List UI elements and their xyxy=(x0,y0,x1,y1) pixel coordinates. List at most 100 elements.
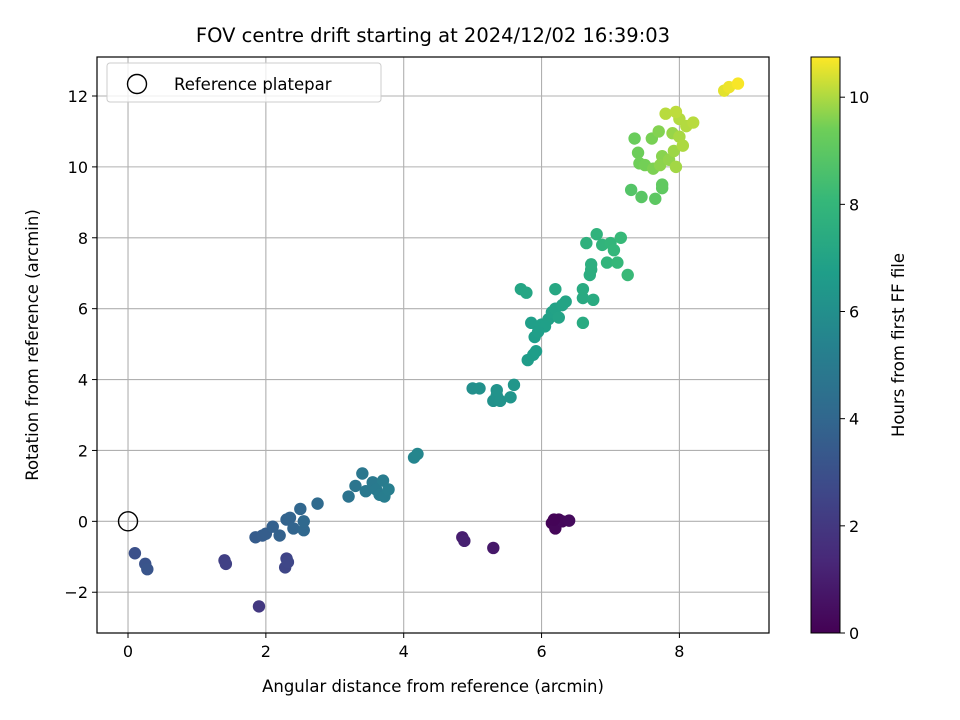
data-point xyxy=(655,178,669,191)
data-point xyxy=(529,345,543,358)
data-point xyxy=(297,524,310,537)
data-point xyxy=(576,282,590,296)
data-point xyxy=(487,541,500,555)
data-point xyxy=(686,116,700,129)
data-point xyxy=(273,529,286,542)
x-tick-label: 2 xyxy=(261,642,271,661)
x-tick-label: 4 xyxy=(399,642,409,661)
y-tick-label: 4 xyxy=(78,371,88,390)
x-tick-label: 0 xyxy=(123,642,133,661)
data-point xyxy=(342,490,355,503)
data-point xyxy=(576,291,590,305)
data-point xyxy=(458,534,471,548)
data-point xyxy=(549,282,562,296)
data-point xyxy=(676,139,690,152)
data-point xyxy=(562,514,576,527)
data-point xyxy=(600,256,614,269)
legend-label-reference: Reference platepar xyxy=(174,75,332,94)
data-point xyxy=(587,293,600,307)
x-tick-label: 8 xyxy=(674,642,684,661)
y-tick-label: 8 xyxy=(78,229,88,248)
y-tick-label: 12 xyxy=(68,87,88,106)
data-point xyxy=(287,522,300,535)
data-point xyxy=(311,497,324,510)
data-point xyxy=(659,107,672,120)
y-tick-label: 0 xyxy=(78,512,88,531)
data-point xyxy=(281,555,295,569)
y-tick-label: −2 xyxy=(64,583,88,602)
data-point xyxy=(411,447,424,461)
data-point xyxy=(356,467,369,480)
data-point xyxy=(552,311,565,324)
data-point xyxy=(504,391,517,404)
y-axis-label: Rotation from reference (arcmin) xyxy=(23,209,42,481)
data-point xyxy=(547,513,561,526)
y-tick-label: 2 xyxy=(78,441,88,460)
data-point xyxy=(494,394,507,408)
data-point xyxy=(621,268,634,282)
data-point xyxy=(653,158,667,172)
data-point xyxy=(520,286,533,299)
data-point xyxy=(219,557,233,571)
data-point xyxy=(635,190,648,204)
colorbar-tick-label: 2 xyxy=(849,517,859,536)
data-point xyxy=(731,77,745,90)
legend: Reference platepar xyxy=(106,62,382,103)
data-point xyxy=(590,228,603,241)
colorbar-tick-label: 4 xyxy=(849,410,859,429)
colorbar-tick-label: 10 xyxy=(849,88,869,107)
data-point xyxy=(359,485,372,498)
colorbar-gradient xyxy=(810,56,841,634)
x-axis-ticks: 0 2 4 6 8 xyxy=(123,633,684,661)
data-point xyxy=(376,474,390,487)
reference-platepar-marker xyxy=(117,511,139,532)
data-point xyxy=(669,105,683,119)
data-point xyxy=(531,325,545,338)
data-point xyxy=(667,144,681,158)
data-point xyxy=(473,382,486,395)
x-tick-label: 6 xyxy=(536,642,546,661)
colorbar-tick-label: 8 xyxy=(849,195,859,214)
data-point xyxy=(649,192,662,205)
data-point xyxy=(576,316,590,330)
data-point xyxy=(294,502,307,516)
grid-lines xyxy=(97,57,769,633)
data-point xyxy=(382,483,395,496)
data-point xyxy=(624,183,638,197)
data-point xyxy=(141,562,154,576)
colorbar-ticks: 0 2 4 6 8 10 xyxy=(840,88,869,643)
colorbar-tick-label: 0 xyxy=(849,624,859,643)
data-point xyxy=(628,132,641,145)
data-point xyxy=(607,243,621,257)
y-axis-ticks: −2 0 2 4 6 8 10 12 xyxy=(64,87,97,602)
data-point xyxy=(584,258,598,271)
data-point xyxy=(559,295,572,308)
plot-frame xyxy=(96,56,770,634)
data-point xyxy=(283,511,297,524)
data-point xyxy=(252,600,266,613)
data-point xyxy=(631,146,645,159)
data-points xyxy=(117,77,745,613)
legend-box xyxy=(106,62,382,103)
data-point xyxy=(507,378,521,392)
data-point xyxy=(614,231,628,244)
data-point xyxy=(525,316,538,330)
legend-marker-reference xyxy=(126,73,148,95)
data-point xyxy=(349,479,362,493)
chart-title: FOV centre drift starting at 2024/12/02 … xyxy=(196,24,670,47)
data-point xyxy=(297,515,310,528)
y-tick-label: 10 xyxy=(68,158,88,177)
data-point xyxy=(490,383,503,397)
colorbar-tick-label: 6 xyxy=(849,303,859,322)
data-point xyxy=(128,547,142,560)
data-point xyxy=(611,256,624,269)
data-point xyxy=(652,125,665,138)
data-point xyxy=(580,236,593,250)
data-point xyxy=(266,520,279,533)
colorbar-label: Hours from first FF file xyxy=(889,253,908,437)
data-point xyxy=(669,160,683,174)
colorbar: 0 2 4 6 8 10 Hours from first FF file xyxy=(810,56,908,643)
x-axis-label: Angular distance from reference (arcmin) xyxy=(262,677,604,696)
y-tick-label: 6 xyxy=(78,300,88,319)
